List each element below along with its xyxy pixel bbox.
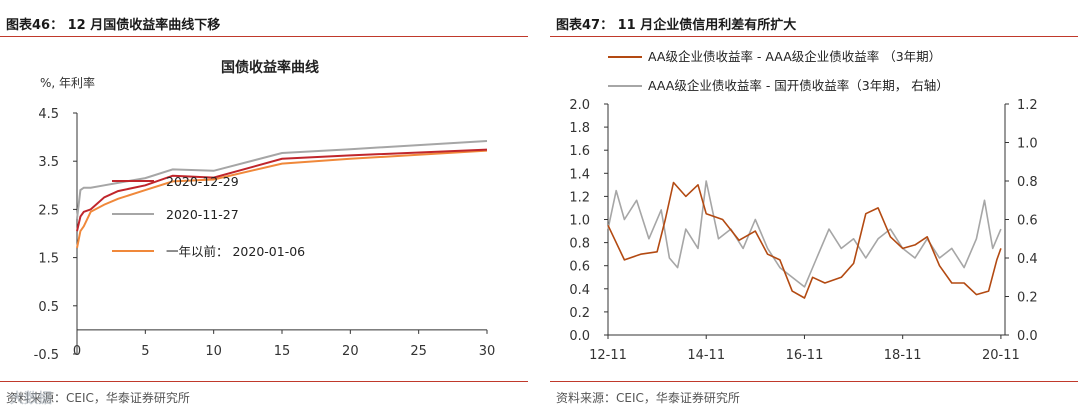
watermark-logo: 大数据 [10,391,52,407]
right-figure-title: 图表47： 11 月企业债信用利差有所扩大 [556,18,797,33]
legend-label: AAA级企业债收益率 - 国开债收益率（3年期， 右轴） [648,78,949,93]
y-tick-label: 3.5 [38,155,59,170]
x-tick-label: 15 [274,344,291,359]
series-line-2020-12-29 [76,148,488,232]
x-tick-label: 18-11 [884,348,922,363]
chart-title: 国债收益率曲线 [221,59,319,76]
y-tick-label: 4.5 [38,107,59,122]
x-tick-label: 20 [342,344,359,359]
x-tick-label: 12-11 [589,348,627,363]
series-line-一年以前： 2020-01-06 [76,149,488,249]
left-y-tick-label: 0.8 [569,237,590,252]
legend-label: 一年以前： 2020-01-06 [166,244,305,259]
left-source-note: 资料来源：CEIC，华泰证券研究所 [6,391,190,405]
left-figure-panel: 图表46： 12 月国债收益率曲线下移 国债收益率曲线 %, 年利率 4.5 3.5 2… [0,0,530,419]
right-y-tick-label: 0.2 [1017,291,1038,306]
x-tick-label: 14-11 [687,348,725,363]
right-source-note: 资料来源：CEIC，华泰证券研究所 [556,391,740,405]
left-y-tick-label: 1.0 [569,214,590,229]
left-y-tick-label: 1.2 [569,190,590,205]
right-y-tick-label: 0.0 [1017,329,1038,344]
right-footer-rule [550,381,1078,382]
left-y-tick-label: 2.0 [569,98,590,113]
legend-label: AA级企业债收益率 - AAA级企业债收益率 （3年期） [648,49,941,64]
series-line-right [607,180,1002,288]
left-y-tick-label: 0.6 [569,260,590,275]
x-tick-label: 5 [141,344,149,359]
left-y-tick-label: 0.4 [569,283,590,298]
right-y-tick-label: 0.4 [1017,252,1038,267]
y-axis-label: %, 年利率 [40,75,95,90]
right-y-tick-label: 0.8 [1017,175,1038,190]
legend-label: 2020-11-27 [166,207,239,222]
x-tick-label: 20-11 [982,348,1020,363]
credit-spread-chart: AA级企业债收益率 - AAA级企业债收益率 （3年期） AAA级企业债收益率 -… [569,49,1038,363]
left-y-tick-label: 1.6 [569,144,590,159]
x-tick-label: 0 [73,344,81,359]
x-tick-label: 10 [205,344,222,359]
y-tick-label: -0.5 [34,348,59,363]
series-line-left [607,181,1002,299]
right-y-tick-label: 0.6 [1017,214,1038,229]
y-tick-label: 0.5 [38,300,59,315]
y-tick-label: 1.5 [38,252,59,267]
left-footer-rule [0,381,528,382]
legend-label: 2020-12-29 [166,174,239,189]
left-title-rule [0,36,528,37]
left-y-tick-label: 1.8 [569,121,590,136]
yield-curve-chart: 国债收益率曲线 %, 年利率 4.5 3.5 2.5 1.5 0.5 -0.5 0 5 10 15 20… [34,59,496,363]
x-tick-label: 16-11 [786,348,824,363]
left-y-tick-label: 0.2 [569,306,590,321]
right-y-tick-label: 1.2 [1017,98,1038,113]
right-figure-panel: 图表47： 11 月企业债信用利差有所扩大 AA级企业债收益率 - AAA级企业… [550,0,1080,419]
right-title-rule [550,36,1078,37]
left-figure-title: 图表46： 12 月国债收益率曲线下移 [6,18,221,33]
left-y-tick-label: 1.4 [569,167,590,182]
left-y-tick-label: 0.0 [569,329,590,344]
right-y-tick-label: 1.0 [1017,137,1038,152]
x-tick-label: 30 [479,344,496,359]
x-tick-label: 25 [410,344,427,359]
y-tick-label: 2.5 [38,203,59,218]
